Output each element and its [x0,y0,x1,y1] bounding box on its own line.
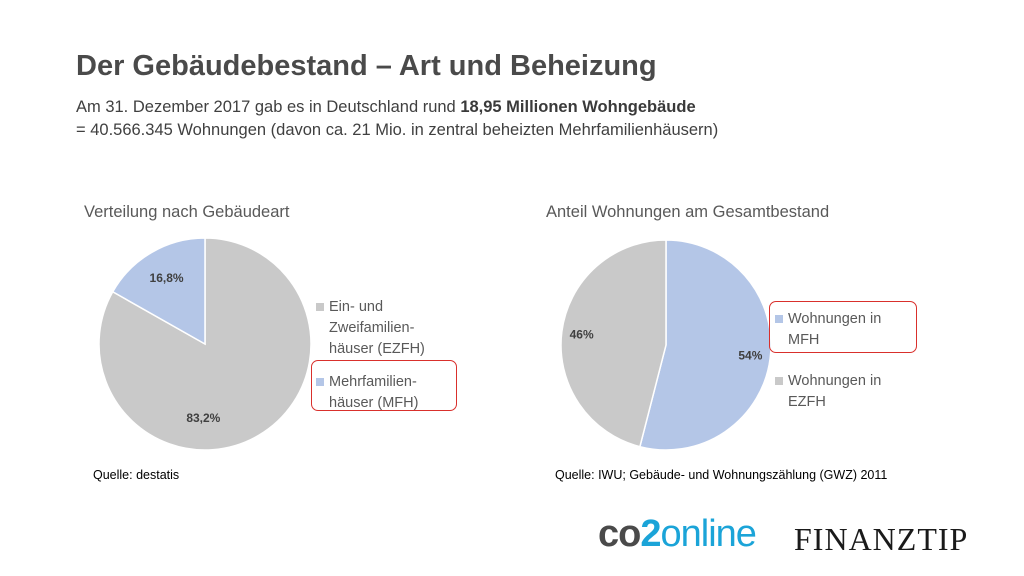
co2online-logo: co2online [598,513,757,555]
legend-label-line: häuser (EZFH) [329,341,425,357]
chart2-title: Anteil Wohnungen am Gesamtbestand [546,203,830,221]
legend-label-line: Mehrfamilien- [329,374,417,390]
slide-subtitle: Am 31. Dezember 2017 gab es in Deutschla… [76,96,718,142]
legend-label-line: EZFH [788,394,826,410]
subtitle-line1-bold: 18,95 Millionen Wohngebäude [460,98,696,116]
legend-label-line: Wohnungen in [788,311,882,327]
chart1-slice-2 [111,237,206,346]
chart2-legend-item-2: Wohnungen in EZFH [775,371,908,413]
chart1-pie: 83,2% 16,8% [98,237,312,451]
chart1-legend: Ein- und Zweifamilien-häuser (EZFH) Mehrfa… [316,297,449,424]
chart1-slice-label-2: 16,8% [150,271,184,285]
chart2-pie: 54% 46% [560,239,772,451]
chart1-title: Verteilung nach Gebäudeart [84,203,290,221]
chart2-slice-1 [638,239,772,451]
chart1-slice-label-1: 83,2% [186,411,220,425]
legend-label-line: MFH [788,332,820,348]
chart2-slice-label-2: 46% [570,327,594,341]
chart1-legend-item-2: Mehrfamilien-häuser (MFH) [316,372,449,414]
subtitle-line2: = 40.566.345 Wohnungen (davon ca. 21 Mio… [76,121,719,139]
legend-label-line: häuser (MFH) [329,395,419,411]
legend-label-line: Zweifamilien- [329,320,415,336]
chart2-legend-item-1: Wohnungen in MFH [775,309,908,351]
chart2-legend-highlight [769,301,917,353]
slide-title: Der Gebäudebestand – Art und Beheizung [76,50,657,82]
chart2-source: Quelle: IWU; Gebäude- und Wohnungszählun… [555,468,888,482]
chart2-slice-label-1: 54% [738,349,762,363]
legend-swatch [775,377,783,385]
legend-swatch [316,378,324,386]
legend-swatch [775,315,783,323]
chart1-source: Quelle: destatis [93,468,180,482]
chart1-legend-item-1: Ein- und Zweifamilien-häuser (EZFH) [316,297,449,360]
legend-label-line: Wohnungen in [788,373,882,389]
chart2-slice-2 [560,239,667,448]
finanztip-logo: FINANZTIP [794,521,969,557]
chart1-legend-highlight [311,360,457,411]
subtitle-line1-prefix: Am 31. Dezember 2017 gab es in Deutschla… [76,98,461,116]
legend-swatch [316,303,324,311]
legend-label-line: Ein- und [329,299,384,315]
chart2-legend: Wohnungen in MFH Wohnungen in EZFH [775,309,908,423]
